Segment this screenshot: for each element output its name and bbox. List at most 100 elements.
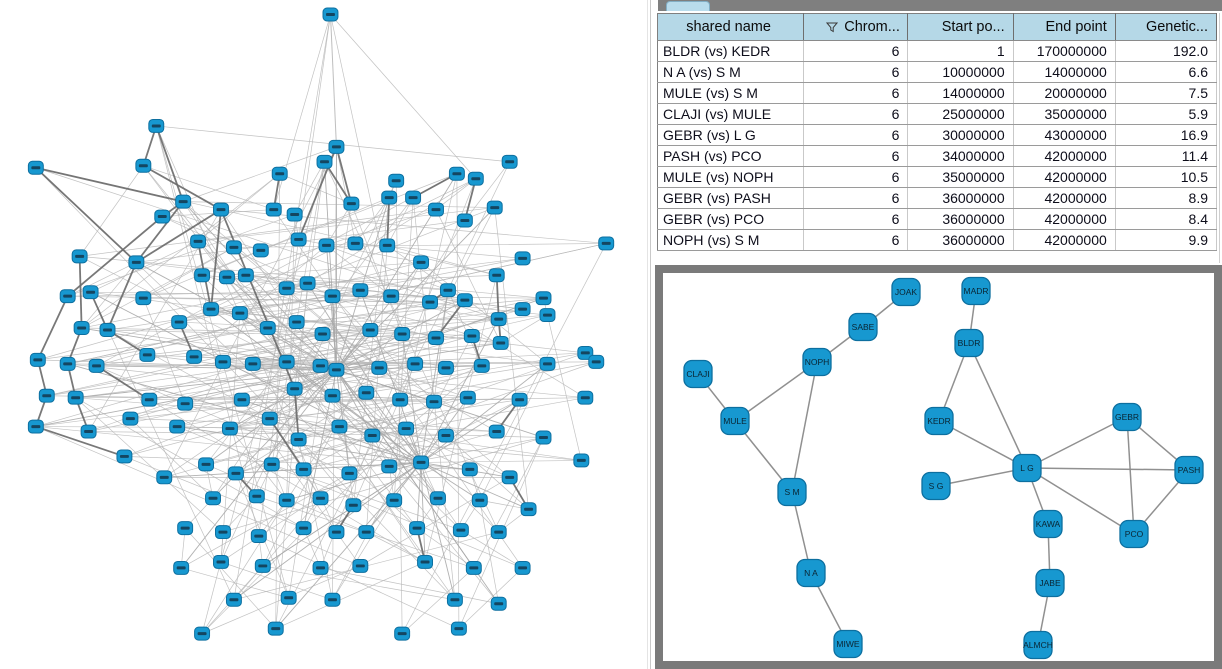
graph-node[interactable] [171,315,188,330]
table-row[interactable]: GEBR (vs) PASH 6 36000000 42000000 8.9 [657,187,1218,209]
node-shape[interactable] [961,276,991,306]
graph-node-gebr[interactable]: GEBR [1112,402,1142,432]
graph-node-kawa[interactable]: KAWA [1033,509,1063,539]
table-cell[interactable]: 6 [803,40,909,62]
graph-node[interactable] [358,525,375,540]
node-shape[interactable] [796,558,826,588]
graph-node[interactable] [417,554,434,569]
graph-node-joak[interactable]: JOAK [891,277,921,307]
table-scroll-gutter[interactable] [1219,13,1220,263]
graph-node[interactable] [225,240,242,255]
table-row[interactable]: MULE (vs) NOPH 6 35000000 42000000 10.5 [657,166,1218,188]
node-shape[interactable] [833,629,863,659]
graph-node[interactable] [27,160,44,175]
table-cell[interactable]: 35000000 [907,166,1014,188]
table-cell[interactable]: 1 [907,40,1014,62]
graph-node[interactable] [203,302,219,317]
graph-node[interactable] [362,323,379,337]
graph-node[interactable] [331,419,348,434]
graph-node[interactable] [318,238,335,253]
graph-node[interactable] [278,281,295,296]
table-cell[interactable]: 5.9 [1115,103,1218,125]
table-cell[interactable]: 43000000 [1013,124,1116,146]
table-cell[interactable]: 6.6 [1115,61,1218,83]
graph-node[interactable] [186,349,203,364]
graph-node[interactable] [324,388,341,403]
graph-node[interactable] [67,390,84,405]
graph-node[interactable] [254,558,271,573]
node-shape[interactable] [1023,630,1053,660]
graph-node[interactable] [456,293,473,308]
graph-node[interactable] [295,462,312,477]
column-header-end-point[interactable]: End point [1013,13,1116,41]
graph-node[interactable] [364,428,381,443]
graph-node[interactable] [252,243,269,258]
column-header-chrom---[interactable]: Chrom... [803,13,909,41]
graph-node[interactable] [29,352,46,367]
graph-node[interactable] [379,238,396,253]
graph-node[interactable] [490,312,507,327]
graph-node[interactable] [492,335,509,350]
graph-node[interactable] [263,457,280,472]
column-header-genetic---[interactable]: Genetic... [1115,13,1218,41]
graph-node[interactable] [169,419,186,434]
graph-node-miwe[interactable]: MIWE [833,629,863,659]
graph-node[interactable] [343,196,360,211]
graph-node[interactable] [177,521,194,536]
table-cell[interactable]: 6 [803,166,909,188]
table-cell[interactable]: BLDR (vs) KEDR [657,40,805,62]
graph-node[interactable] [198,457,215,472]
table-cell[interactable]: 6 [803,61,909,83]
graph-node[interactable] [215,354,231,369]
graph-node[interactable] [328,525,345,540]
graph-node[interactable] [316,154,333,169]
graph-node[interactable] [383,289,400,304]
table-cell[interactable]: 25000000 [907,103,1014,125]
graph-node[interactable] [237,268,254,283]
graph-node[interactable] [248,489,265,504]
graph-node[interactable] [386,493,403,508]
table-cell[interactable]: 42000000 [1013,145,1116,167]
graph-node[interactable] [352,283,369,298]
table-row[interactable]: MULE (vs) S M 6 14000000 20000000 7.5 [657,82,1218,104]
graph-node[interactable] [278,354,295,369]
table-tab[interactable] [666,1,710,11]
graph-node[interactable] [341,466,358,481]
table-cell[interactable]: 14000000 [1013,61,1116,83]
graph-node[interactable] [312,358,329,373]
table-cell[interactable]: GEBR (vs) L G [657,124,805,146]
node-shape[interactable] [1174,455,1204,485]
graph-node[interactable] [322,7,339,22]
column-header-shared-name[interactable]: shared name [657,13,805,41]
graph-node[interactable] [314,327,331,341]
table-cell[interactable]: 192.0 [1115,40,1218,62]
graph-node[interactable] [439,283,456,298]
filter-funnel-icon[interactable] [826,22,839,33]
graph-node[interactable] [488,424,505,439]
graph-node[interactable] [88,358,105,373]
graph-node[interactable] [465,560,482,575]
graph-node[interactable] [535,291,552,306]
graph-node[interactable] [452,523,469,538]
graph-node[interactable] [259,321,276,335]
table-cell[interactable]: 42000000 [1013,208,1116,230]
graph-node-sg[interactable]: S G [921,471,951,501]
graph-node[interactable] [225,592,242,607]
table-cell[interactable]: 10.5 [1115,166,1218,188]
graph-node[interactable] [73,321,90,335]
graph-node[interactable] [148,118,165,133]
graph-node-noph[interactable]: NOPH [802,347,832,377]
graph-node[interactable] [511,392,528,407]
overview-network-canvas[interactable] [0,0,652,669]
graph-node[interactable] [278,493,295,508]
graph-node[interactable] [405,190,422,205]
graph-node[interactable] [448,166,465,181]
graph-node[interactable] [437,428,454,443]
graph-node[interactable] [467,171,484,186]
table-cell[interactable]: GEBR (vs) PASH [657,187,805,209]
graph-node[interactable] [271,166,288,181]
graph-node[interactable] [177,396,194,411]
graph-node-mule[interactable]: MULE [720,406,750,436]
graph-node[interactable] [488,268,505,283]
graph-node[interactable] [392,392,409,407]
